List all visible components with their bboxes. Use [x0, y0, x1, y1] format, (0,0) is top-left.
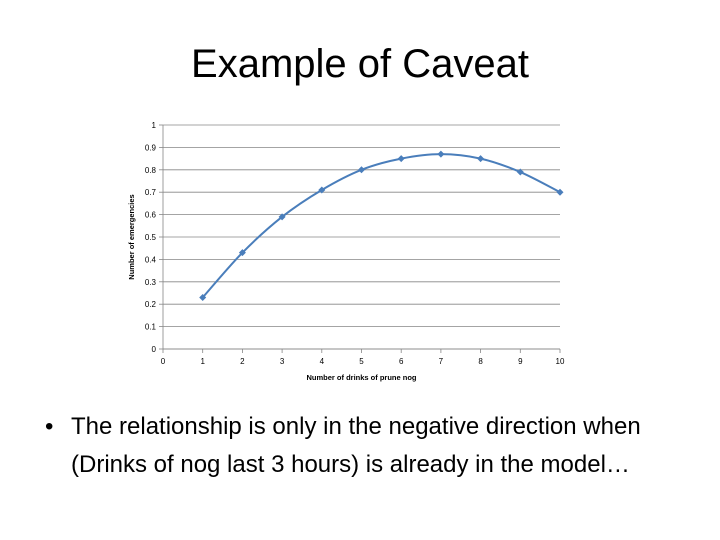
bullet-list: • The relationship is only in the negativ… — [45, 408, 685, 484]
y-tick-label: 0.7 — [145, 188, 157, 197]
data-point-marker — [238, 249, 246, 257]
y-tick-label: 0.9 — [145, 143, 157, 152]
x-tick-label: 9 — [518, 357, 523, 366]
y-tick-label: 0.1 — [145, 323, 157, 332]
y-tick-label: 0.2 — [145, 300, 157, 309]
x-tick-label: 0 — [161, 357, 166, 366]
x-tick-label: 10 — [556, 357, 565, 366]
x-axis-label: Number of drinks of prune nog — [307, 373, 417, 382]
bullet-text: The relationship is only in the negative… — [71, 413, 641, 478]
data-point-marker — [477, 155, 485, 163]
data-point-marker — [318, 186, 326, 194]
bullet-item: • The relationship is only in the negativ… — [45, 408, 685, 484]
x-tick-label: 5 — [359, 357, 364, 366]
y-tick-label: 0.6 — [145, 211, 157, 220]
data-point-marker — [556, 188, 564, 196]
slide-title: Example of Caveat — [191, 42, 529, 86]
x-tick-label: 8 — [478, 357, 483, 366]
x-tick-label: 6 — [399, 357, 404, 366]
gridlines — [163, 124, 560, 350]
x-tick-label: 4 — [320, 357, 325, 366]
bullet-dot-icon: • — [45, 413, 54, 440]
y-tick-labels: 0 0.1 0.2 0.3 0.4 0.5 0.6 0.7 0.8 0.9 1 — [145, 121, 157, 354]
series-line — [201, 153, 561, 299]
x-tick-label: 2 — [240, 357, 245, 366]
y-tick-label: 0 — [152, 345, 157, 354]
y-tick-label: 0.5 — [145, 233, 157, 242]
data-markers — [199, 150, 564, 301]
x-tick-labels: 0 1 2 3 4 5 6 7 8 9 10 — [161, 357, 565, 366]
data-point-marker — [437, 150, 445, 158]
y-axis-label: Number of emergencies — [127, 194, 136, 279]
data-point-marker — [397, 155, 405, 163]
y-tick-label: 0.8 — [145, 166, 157, 175]
data-point-marker — [199, 293, 207, 301]
y-tick-label: 0.3 — [145, 278, 157, 287]
x-tick-label: 7 — [439, 357, 444, 366]
y-tick-label: 0.4 — [145, 255, 157, 264]
axes — [159, 124, 561, 353]
x-tick-label: 3 — [280, 357, 285, 366]
data-point-marker — [278, 213, 286, 221]
data-point-marker — [358, 166, 365, 174]
data-point-marker — [516, 168, 524, 176]
x-tick-label: 1 — [200, 357, 205, 366]
y-tick-label: 1 — [152, 121, 157, 130]
line-chart: 0 0.1 0.2 0.3 0.4 0.5 0.6 0.7 0.8 0.9 1 0 1 2 3 4 5 6 7 8 9… — [127, 121, 565, 382]
